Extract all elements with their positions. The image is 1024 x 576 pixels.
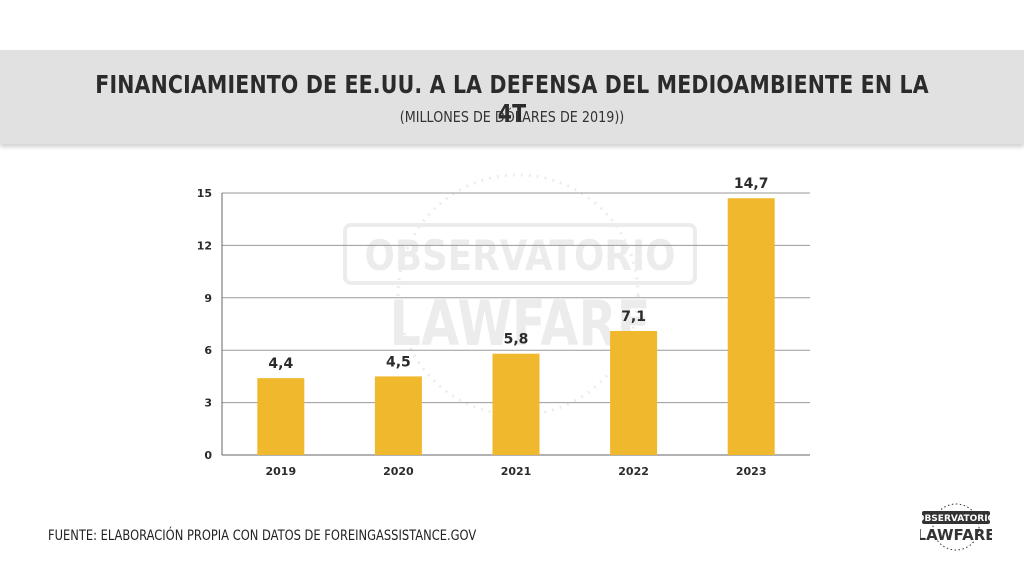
watermark-line2: LAWFARE (389, 289, 650, 361)
x-tick-label: 2020 (383, 465, 414, 478)
x-tick-label: 2021 (501, 465, 532, 478)
source-note: FUENTE: ELABORACIÓN PROPIA CON DATOS DE … (48, 528, 477, 544)
bar (727, 198, 775, 456)
bar (374, 376, 422, 455)
chart-subtitle: (MILLONES DE DÓLARES DE 2019)) (399, 108, 625, 126)
y-tick-label: 15 (197, 187, 212, 200)
watermark: OBSERVATORIO LAWFARE (343, 173, 697, 417)
logo-line2: LAWFARE (920, 526, 992, 544)
labels-layer: 0 3 6 9 12 15 4,4 2019 4,5 2020 5,8 2021 7,1 2022 14,7… (197, 176, 769, 478)
x-tick-label: 2022 (618, 465, 649, 478)
bar (492, 353, 540, 455)
x-tick-label: 2023 (736, 465, 767, 478)
chart-title: FINANCIAMIENTO DE EE.UU. A LA DEFENSA DE… (95, 70, 929, 128)
y-tick-label: 3 (204, 397, 212, 410)
y-tick-label: 9 (204, 292, 212, 305)
bar (257, 378, 305, 455)
logo-line1: OBSERVATORIO (920, 514, 992, 524)
y-tick-label: 6 (204, 344, 212, 357)
y-tick-label: 0 (204, 449, 212, 462)
bars-layer (257, 198, 775, 456)
bar-value-label: 4,5 (386, 354, 411, 370)
observatorio-lawfare-logo: OBSERVATORIO LAWFARE (920, 503, 992, 551)
bar (610, 330, 658, 455)
watermark-line1: OBSERVATORIO (365, 232, 676, 280)
bar-value-label: 14,7 (734, 176, 769, 192)
x-tick-label: 2019 (265, 465, 296, 478)
bar-value-label: 7,1 (621, 309, 646, 325)
title-band: FINANCIAMIENTO DE EE.UU. A LA DEFENSA DE… (0, 50, 1024, 144)
y-tick-label: 12 (197, 239, 212, 252)
bar-value-label: 5,8 (504, 332, 529, 348)
bar-value-label: 4,4 (268, 356, 293, 372)
